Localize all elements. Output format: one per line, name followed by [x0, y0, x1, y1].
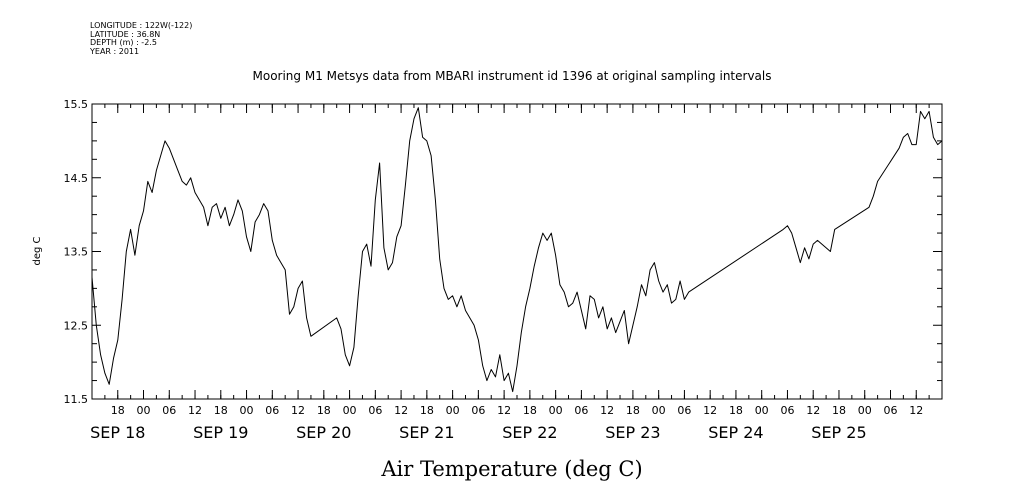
x-tick-label: 06	[574, 404, 588, 417]
x-tick-label: 18	[729, 404, 743, 417]
year-line: YEAR : 2011	[90, 46, 140, 56]
x-tick-label: 18	[420, 404, 434, 417]
x-tick-label: 18	[523, 404, 537, 417]
x-axis-label: Air Temperature (deg C)	[380, 457, 642, 481]
x-tick-label: 12	[497, 404, 511, 417]
y-tick-label: 13.5	[64, 246, 89, 259]
x-tick-label: 18	[317, 404, 331, 417]
x-tick-label: 12	[188, 404, 202, 417]
x-tick-label: 12	[806, 404, 820, 417]
depth-line: DEPTH (m) : -2.5	[90, 38, 157, 47]
y-tick-label: 14.5	[64, 172, 89, 185]
x-axis: 18 00 06 12 18 00 06 12 18 00 06 12 18 00 06 12 18 00 06 12…	[90, 104, 943, 442]
x-tick-label: 00	[549, 404, 563, 417]
x-tick-label: 06	[471, 404, 485, 417]
x-tick-label: 00	[652, 404, 666, 417]
y-tick-label: 15.5	[64, 98, 89, 111]
x-day-label: SEP 22	[502, 423, 557, 442]
x-day-label: SEP 20	[296, 423, 351, 442]
x-tick-label: 00	[858, 404, 872, 417]
x-tick-label: 18	[626, 404, 640, 417]
x-tick-label: 06	[368, 404, 382, 417]
latitude-line: LATITUDE : 36.8N	[90, 29, 161, 39]
x-tick-label: 06	[677, 404, 691, 417]
x-tick-label: 18	[214, 404, 228, 417]
x-tick-label: 00	[240, 404, 254, 417]
x-tick-label: 18	[111, 404, 125, 417]
x-day-label: SEP 23	[605, 423, 660, 442]
x-tick-label: 12	[291, 404, 305, 417]
x-tick-label: 12	[703, 404, 717, 417]
air-temperature-line	[91, 107, 943, 393]
x-day-label: SEP 18	[90, 423, 145, 442]
x-tick-label: 12	[909, 404, 923, 417]
x-day-label: SEP 24	[708, 423, 763, 442]
chart-title: Mooring M1 Metsys data from MBARI instru…	[253, 69, 772, 83]
x-tick-label: 06	[883, 404, 897, 417]
x-day-label: SEP 21	[399, 423, 454, 442]
x-tick-label: 06	[780, 404, 794, 417]
plot-frame	[91, 103, 943, 400]
plot-lines	[91, 107, 943, 393]
metadata-block: LONGITUDE : 122W(-122) LATITUDE : 36.8N …	[90, 21, 193, 56]
y-axis-label: deg C	[32, 236, 43, 265]
longitude-line: LONGITUDE : 122W(-122)	[90, 21, 193, 30]
y-tick-label: 12.5	[64, 319, 89, 332]
x-tick-label: 12	[600, 404, 614, 417]
x-tick-label: 00	[755, 404, 769, 417]
x-tick-label: 12	[394, 404, 408, 417]
x-tick-label: 00	[446, 404, 460, 417]
x-tick-label: 18	[832, 404, 846, 417]
x-tick-label: 00	[343, 404, 357, 417]
x-day-label: SEP 19	[193, 423, 248, 442]
x-tick-label: 06	[265, 404, 279, 417]
x-tick-label: 00	[137, 404, 151, 417]
y-axis: 11.5 12.5 13.5 14.5 15.5	[64, 98, 942, 406]
y-tick-label: 11.5	[64, 393, 89, 406]
x-day-label: SEP 25	[811, 423, 866, 442]
x-tick-label: 06	[162, 404, 176, 417]
